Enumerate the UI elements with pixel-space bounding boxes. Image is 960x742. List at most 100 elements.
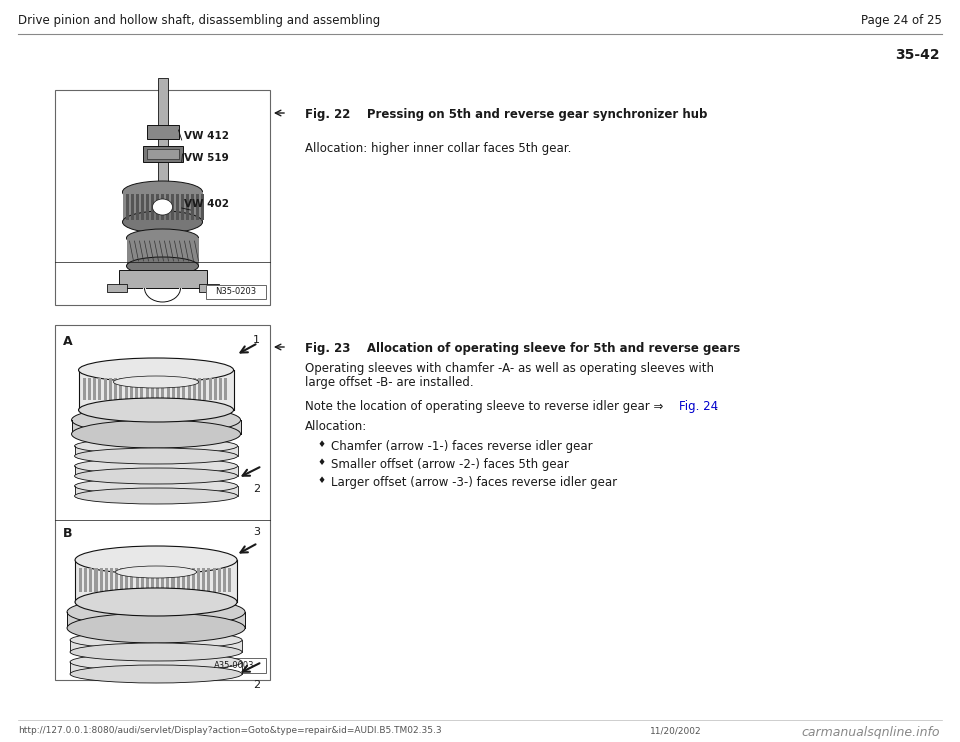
Text: Smaller offset (arrow -2-) faces 5th gear: Smaller offset (arrow -2-) faces 5th gea… [331,458,569,471]
Bar [125,568,129,592]
Ellipse shape [75,546,237,574]
Text: ♦: ♦ [317,476,325,485]
Text: Chamfer (arrow -1-) faces reverse idler gear: Chamfer (arrow -1-) faces reverse idler … [331,440,592,453]
Text: B: B [63,527,73,540]
Bar [67,612,245,628]
Bar [218,568,221,592]
Bar [140,194,143,220]
Bar [161,378,164,400]
Bar [201,194,204,220]
Bar [118,270,206,288]
Text: Operating sleeves with chamfer -A- as well as operating sleeves with: Operating sleeves with chamfer -A- as we… [305,362,714,375]
Bar [72,420,241,434]
Text: Allocation:: Allocation: [305,420,368,433]
Text: A: A [63,335,73,348]
Bar [151,194,154,220]
Bar [212,568,216,592]
Bar [115,568,118,592]
Bar [219,378,222,400]
Bar [146,378,149,400]
Bar [135,568,138,592]
Bar [187,378,191,400]
Ellipse shape [113,376,199,388]
Bar [208,378,212,400]
Text: VW 519: VW 519 [183,153,228,163]
Text: Fig. 24: Fig. 24 [679,400,718,413]
Bar [172,568,175,592]
Bar [125,378,128,400]
Text: Page 24 of 25: Page 24 of 25 [861,14,942,27]
Bar [93,378,96,400]
Bar [104,378,107,400]
Text: VW 412: VW 412 [183,131,228,141]
Bar [165,194,169,220]
Bar [228,568,231,592]
Bar [214,378,217,400]
Text: large offset -B- are installed.: large offset -B- are installed. [305,376,473,389]
Bar [203,568,205,592]
Text: 1: 1 [253,335,260,345]
Text: 2: 2 [252,484,260,494]
Bar [156,194,158,220]
Bar [75,466,237,476]
Bar [157,128,167,188]
Bar [135,378,138,400]
Bar [98,378,102,400]
Bar [119,378,123,400]
Text: 35-42: 35-42 [896,48,940,62]
Ellipse shape [75,438,237,454]
Ellipse shape [153,199,173,215]
Ellipse shape [72,406,241,434]
Bar [55,90,270,305]
Ellipse shape [67,613,245,643]
Bar [225,378,228,400]
Bar [131,194,133,220]
Bar [185,194,188,220]
Bar [160,194,163,220]
Bar [87,378,91,400]
Bar [192,568,195,592]
Ellipse shape [79,398,233,422]
Bar [108,378,112,400]
Bar [172,378,175,400]
Bar [197,568,201,592]
Bar [204,378,206,400]
Bar [146,568,149,592]
Ellipse shape [70,665,242,683]
Bar [70,640,242,652]
Bar [120,568,123,592]
Text: Allocation: higher inner collar faces 5th gear.: Allocation: higher inner collar faces 5t… [305,142,571,155]
Bar [147,125,179,139]
Bar [89,568,92,592]
Ellipse shape [75,488,237,504]
Bar [177,378,180,400]
Text: carmanualsqnline.info: carmanualsqnline.info [802,726,940,739]
Bar [55,325,270,680]
Bar [84,568,87,592]
Bar [223,568,226,592]
Bar [177,568,180,592]
Bar [198,378,202,400]
Text: 3: 3 [253,527,260,537]
Bar [75,486,237,496]
Bar [130,378,132,400]
Bar [131,568,133,592]
Ellipse shape [75,478,237,494]
Text: Note the location of operating sleeve to reverse idler gear ⇒: Note the location of operating sleeve to… [305,400,667,413]
Bar [206,285,266,299]
Text: ♦: ♦ [317,458,325,467]
Text: VW 402: VW 402 [183,199,228,209]
Bar [171,194,174,220]
Text: http://127.0.0.1:8080/audi/servlet/Display?action=Goto&type=repair&id=AUDI.B5.TM: http://127.0.0.1:8080/audi/servlet/Displ… [18,726,442,735]
Bar [181,568,184,592]
Bar [146,194,149,220]
Ellipse shape [75,458,237,474]
Bar [182,378,185,400]
Text: Drive pinion and hollow shaft, disassembling and assembling: Drive pinion and hollow shaft, disassemb… [18,14,380,27]
Bar [157,78,167,128]
Bar [151,378,154,400]
Text: Fig. 23    Allocation of operating sleeve for 5th and reverse gears: Fig. 23 Allocation of operating sleeve f… [305,342,740,355]
Bar [100,568,103,592]
Bar [156,568,159,592]
Ellipse shape [75,468,237,484]
